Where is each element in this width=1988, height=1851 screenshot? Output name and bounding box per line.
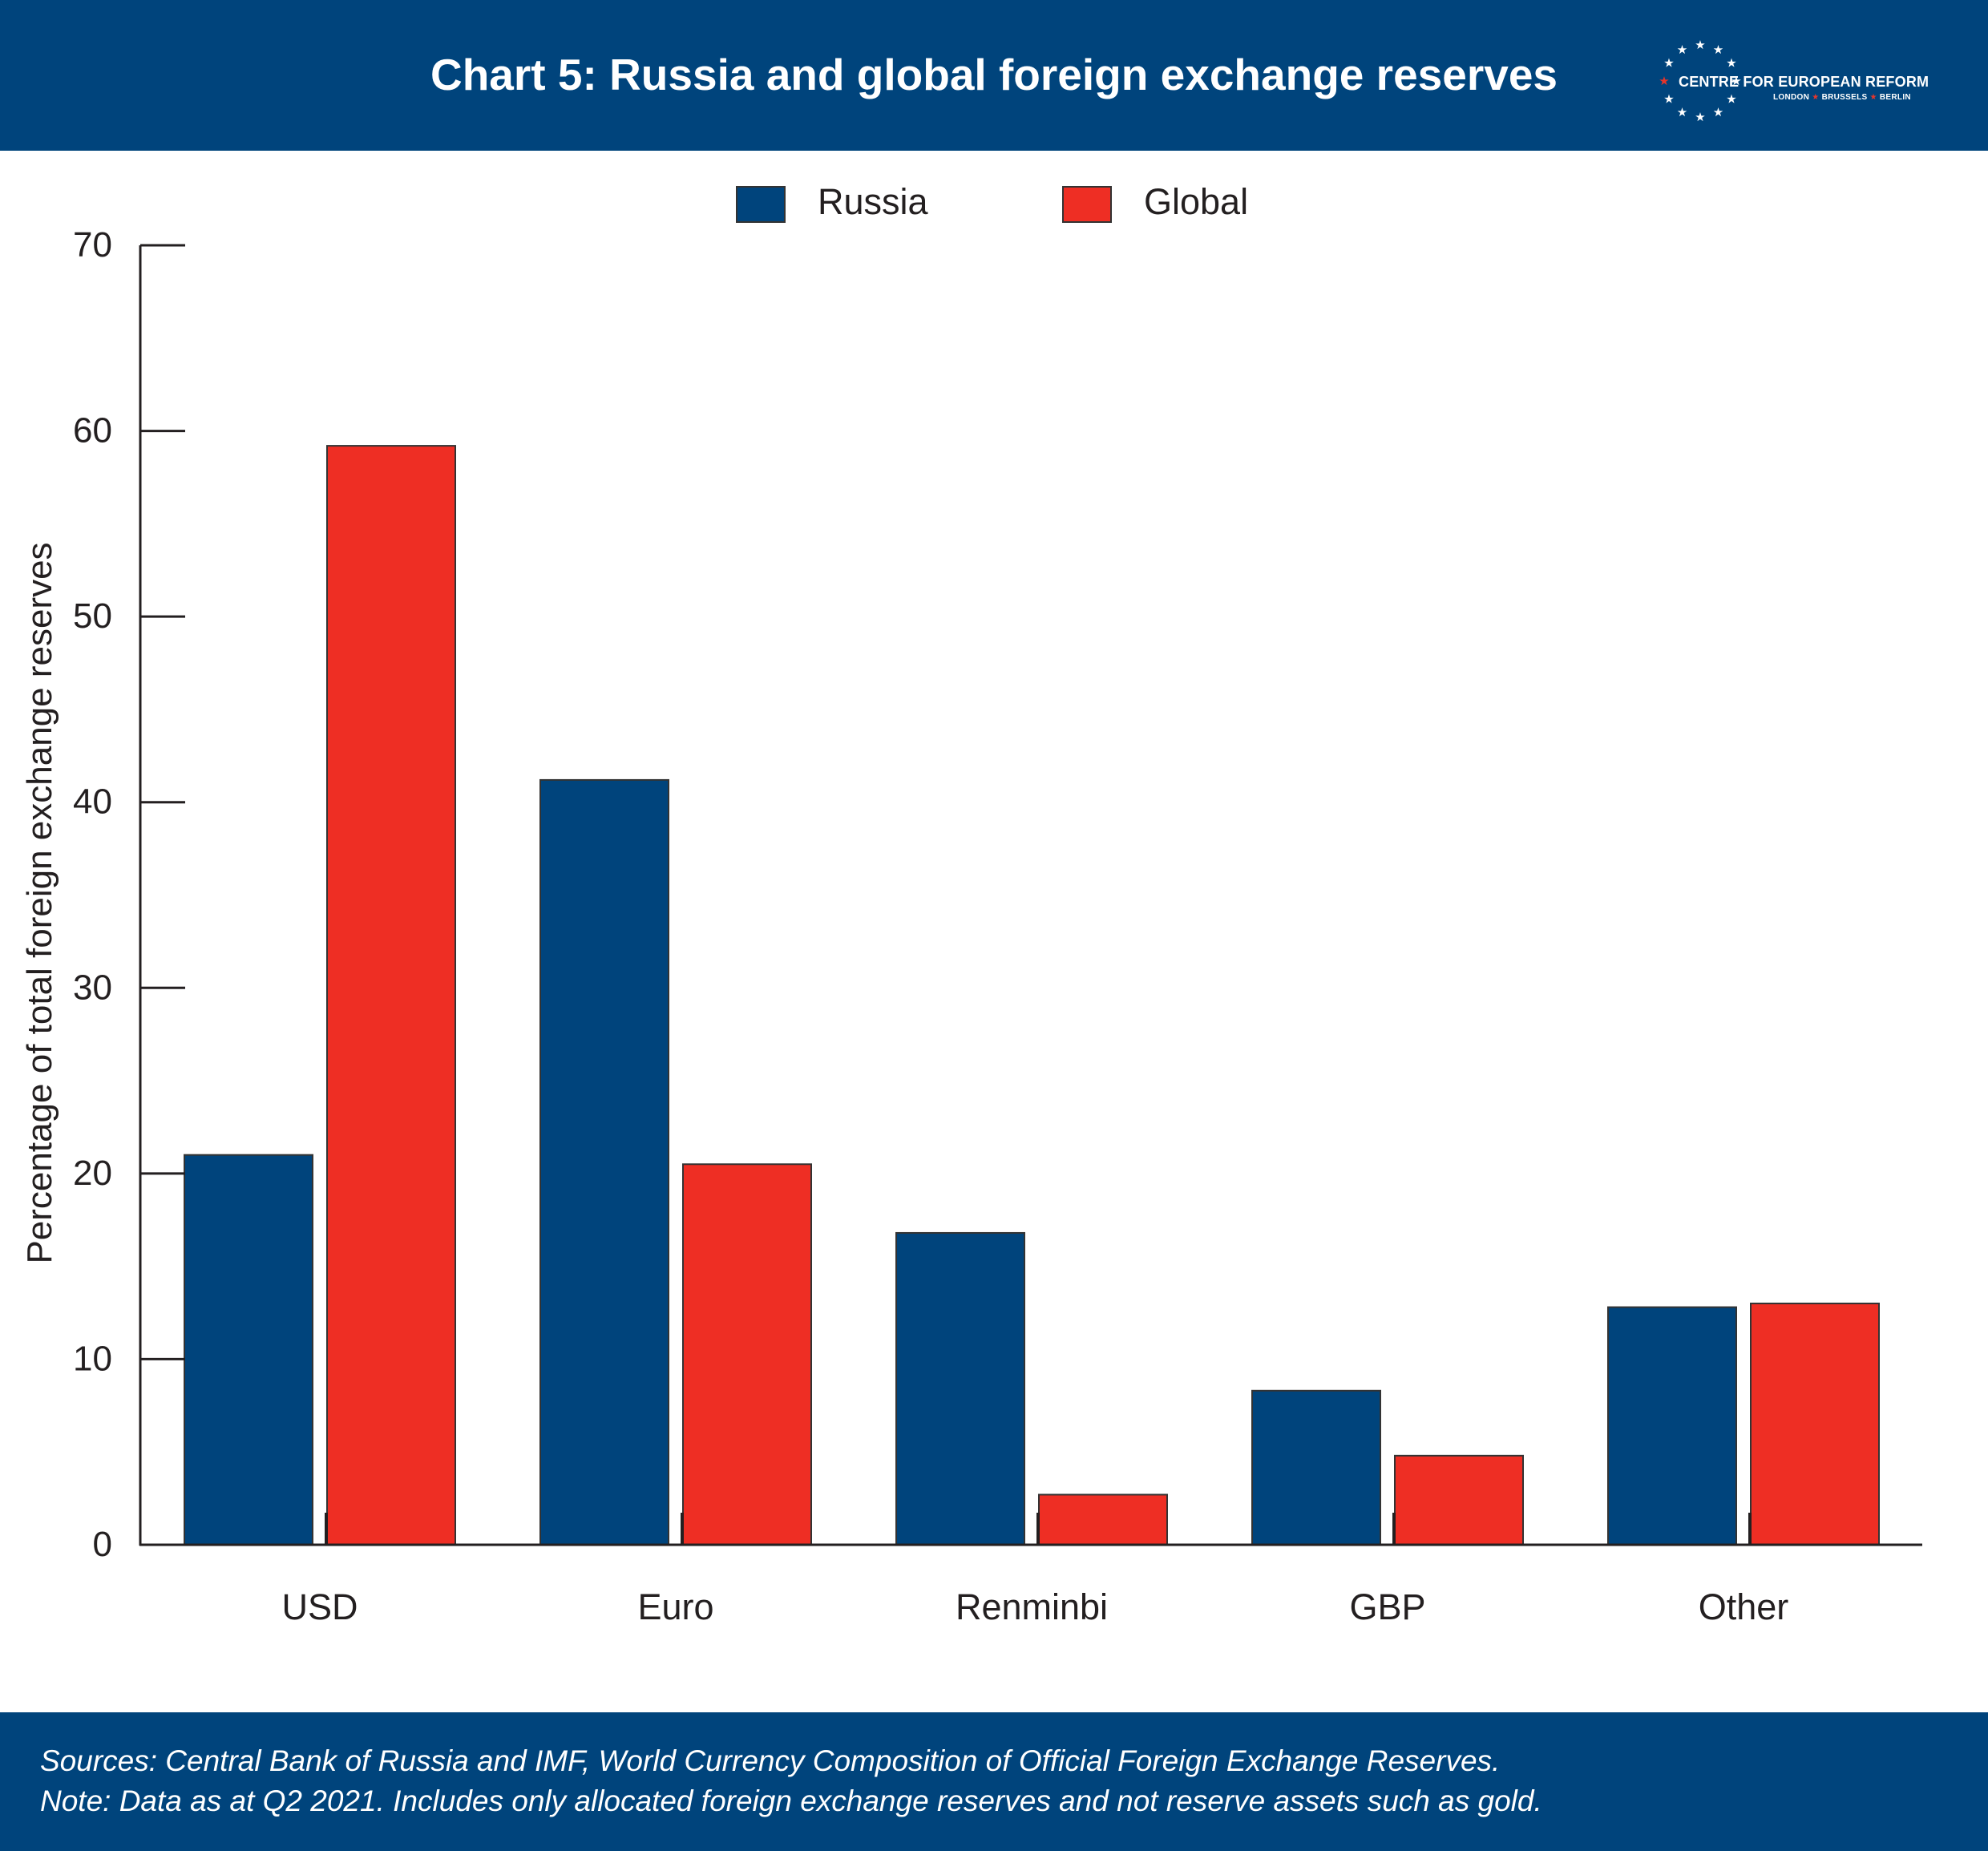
y-axis-title: Percentage of total foreign exchange res… (20, 542, 59, 1263)
y-tick-label: 0 (93, 1525, 112, 1564)
logo-city-brussels: BRUSSELS (1821, 93, 1868, 102)
logo-star-icon: ★ (1713, 106, 1723, 119)
logo-star-icon: ★ (1663, 57, 1674, 71)
y-tick-label: 50 (73, 596, 112, 636)
legend-swatch-global (1062, 186, 1112, 223)
axes-group (139, 244, 1922, 1546)
logo-cities: LONDON ★ BRUSSELS ★ BERLIN (1773, 93, 1911, 102)
legend-swatch-russia (736, 186, 786, 223)
y-tick-label: 70 (73, 225, 112, 265)
y-tick-label: 30 (73, 968, 112, 1007)
logo-name: CENTRE FOR EUROPEAN REFORM (1679, 74, 1929, 90)
bars-group (184, 445, 1880, 1546)
logo-star-icon: ★ (1695, 111, 1705, 124)
bar-russia-gbp (1251, 1389, 1381, 1546)
x-tick-label-usd: USD (281, 1586, 358, 1627)
red-star-icon: ★ (1869, 93, 1877, 102)
logo-star-icon: ★ (1663, 93, 1674, 107)
x-tick-label-gbp: GBP (1349, 1586, 1425, 1627)
x-tick-label-other: Other (1699, 1586, 1789, 1627)
bar-global-usd (326, 445, 456, 1546)
bar-global-renminbi (1038, 1493, 1168, 1546)
logo-star-icon: ★ (1731, 75, 1741, 88)
logo-city-london: LONDON (1773, 93, 1810, 102)
logo-star-icon: ★ (1677, 106, 1687, 119)
logo-star-icon: ★ (1659, 75, 1669, 88)
bar-russia-renminbi (895, 1231, 1025, 1546)
x-tick-label-renminbi: Renminbi (956, 1586, 1108, 1627)
legend-label-russia: Russia (818, 181, 928, 222)
bar-global-gbp (1394, 1454, 1524, 1546)
y-tick-label: 20 (73, 1154, 112, 1193)
legend-label-global: Global (1144, 181, 1249, 222)
labels-group: USD Euro Renminbi GBP Other 0 10 20 30 40 50 60 70 Pe… (20, 225, 1788, 1627)
logo-star-icon: ★ (1726, 57, 1736, 71)
bar-global-euro (682, 1163, 812, 1546)
red-star-icon: ★ (1812, 93, 1820, 102)
logo-star-icon: ★ (1726, 93, 1736, 107)
logo-star-icon: ★ (1677, 43, 1687, 57)
header-bar: Chart 5: Russia and global foreign excha… (0, 0, 1988, 151)
bar-global-other (1750, 1302, 1880, 1546)
y-tick-label: 10 (73, 1339, 112, 1378)
footer-sources: Sources: Central Bank of Russia and IMF,… (40, 1744, 1501, 1777)
y-tick-label: 60 (73, 411, 112, 451)
bar-russia-usd (184, 1154, 313, 1546)
chart-title: Chart 5: Russia and global foreign excha… (430, 50, 1558, 99)
logo-star-icon: ★ (1713, 43, 1723, 57)
bar-russia-other (1607, 1306, 1737, 1546)
bar-russia-euro (539, 778, 669, 1546)
footer-bar: Sources: Central Bank of Russia and IMF,… (0, 1712, 1988, 1851)
eu-stars-icon: ★ ★★★★★★★★★★★ (1659, 38, 1741, 124)
cer-logo: ★ ★ ★ ★ ★ ★ ★ ★ ★ ★ ★ ★ CENTRE FOR EUROPEAN REFORM … (1656, 37, 1929, 125)
footer-note: Note: Data as at Q2 2021. Includes only … (40, 1784, 1542, 1817)
logo-city-berlin: BERLIN (1879, 93, 1911, 102)
y-tick-label: 40 (73, 782, 112, 822)
bar-chart: USD Euro Renminbi GBP Other 0 10 20 30 40 50 60 70 Pe… (20, 225, 1922, 1627)
x-tick-label-euro: Euro (637, 1586, 713, 1627)
logo-star-icon: ★ (1695, 38, 1705, 52)
